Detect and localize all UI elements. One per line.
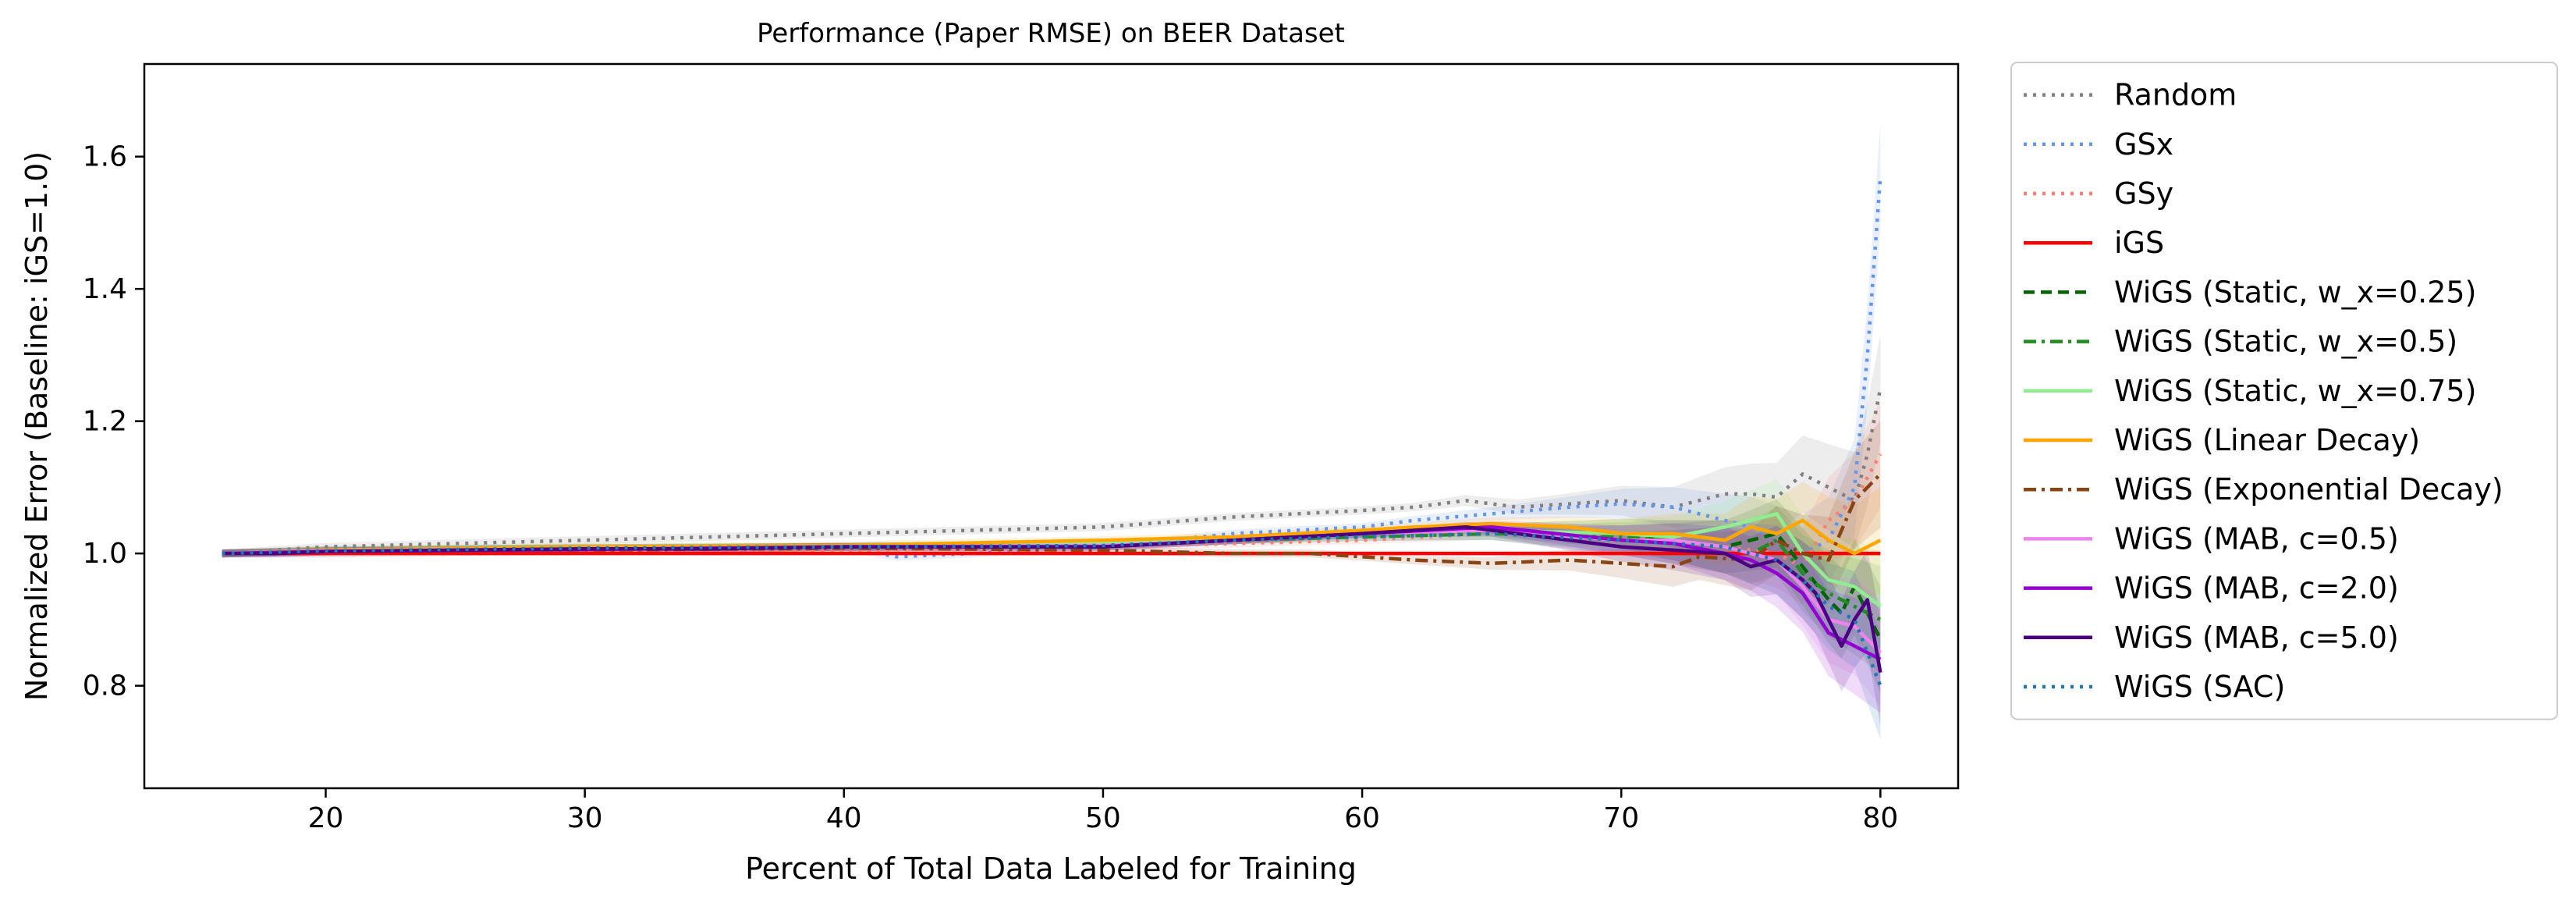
x-tick-label: 20 (308, 802, 344, 834)
legend-label: WiGS (Static, w_x=0.75) (2114, 374, 2476, 408)
legend: Random GSx GSy iGS WiGS (Static, w_x=0.25) Wi… (2010, 62, 2558, 720)
band-wigs-mab-c-5-0 (222, 521, 1881, 727)
y-axis-label: Normalized Error (Baseline: iGS=1.0) (20, 151, 54, 701)
series-line-gsy (222, 453, 1882, 569)
x-tick-label: 40 (826, 802, 862, 834)
legend-label: WiGS (SAC) (2114, 670, 2285, 704)
plot-frame (143, 62, 1960, 790)
legend-label: WiGS (Static, w_x=0.5) (2114, 325, 2457, 359)
legend-label: WiGS (Static, w_x=0.25) (2114, 275, 2476, 309)
legend-label: iGS (2114, 226, 2164, 260)
series-line-random (222, 387, 1882, 556)
legend-label: WiGS (MAB, c=0.5) (2114, 521, 2399, 556)
band-wigs-exponential-decay (222, 420, 1881, 604)
y-tick-label: 0.8 (83, 670, 127, 702)
y-tick-label: 1.6 (83, 141, 127, 173)
y-tick-label: 1.0 (83, 538, 127, 570)
legend-label: WiGS (Exponential Decay) (2114, 472, 2503, 507)
x-tick-label: 30 (567, 802, 603, 834)
legend-label: GSx (2114, 127, 2173, 162)
y-tick-label: 1.2 (83, 406, 127, 438)
band-wigs-sac (222, 520, 1881, 740)
y-tick-label: 1.4 (83, 273, 127, 305)
legend-label: Random (2114, 78, 2237, 112)
legend-label: WiGS (MAB, c=2.0) (2114, 571, 2399, 606)
series-line-wigs-mab-c-5-0 (222, 524, 1882, 674)
legend-label: WiGS (Linear Decay) (2114, 423, 2420, 457)
x-axis-ticks: 20 30 40 50 60 70 80 (308, 788, 1898, 834)
chart-title: Performance (Paper RMSE) on BEER Dataset (757, 18, 1345, 49)
y-axis-ticks: 0.8 1.0 1.2 1.4 1.6 (83, 141, 144, 702)
legend-label: GSy (2114, 176, 2173, 211)
x-tick-label: 50 (1085, 802, 1121, 834)
x-tick-label: 60 (1344, 802, 1380, 834)
x-tick-label: 70 (1603, 802, 1639, 834)
x-tick-label: 80 (1862, 802, 1898, 834)
legend-label: WiGS (MAB, c=5.0) (2114, 620, 2399, 655)
x-axis-label: Percent of Total Data Labeled for Traini… (745, 851, 1357, 886)
legend-box (2010, 62, 2558, 720)
series-lines (222, 176, 1882, 687)
